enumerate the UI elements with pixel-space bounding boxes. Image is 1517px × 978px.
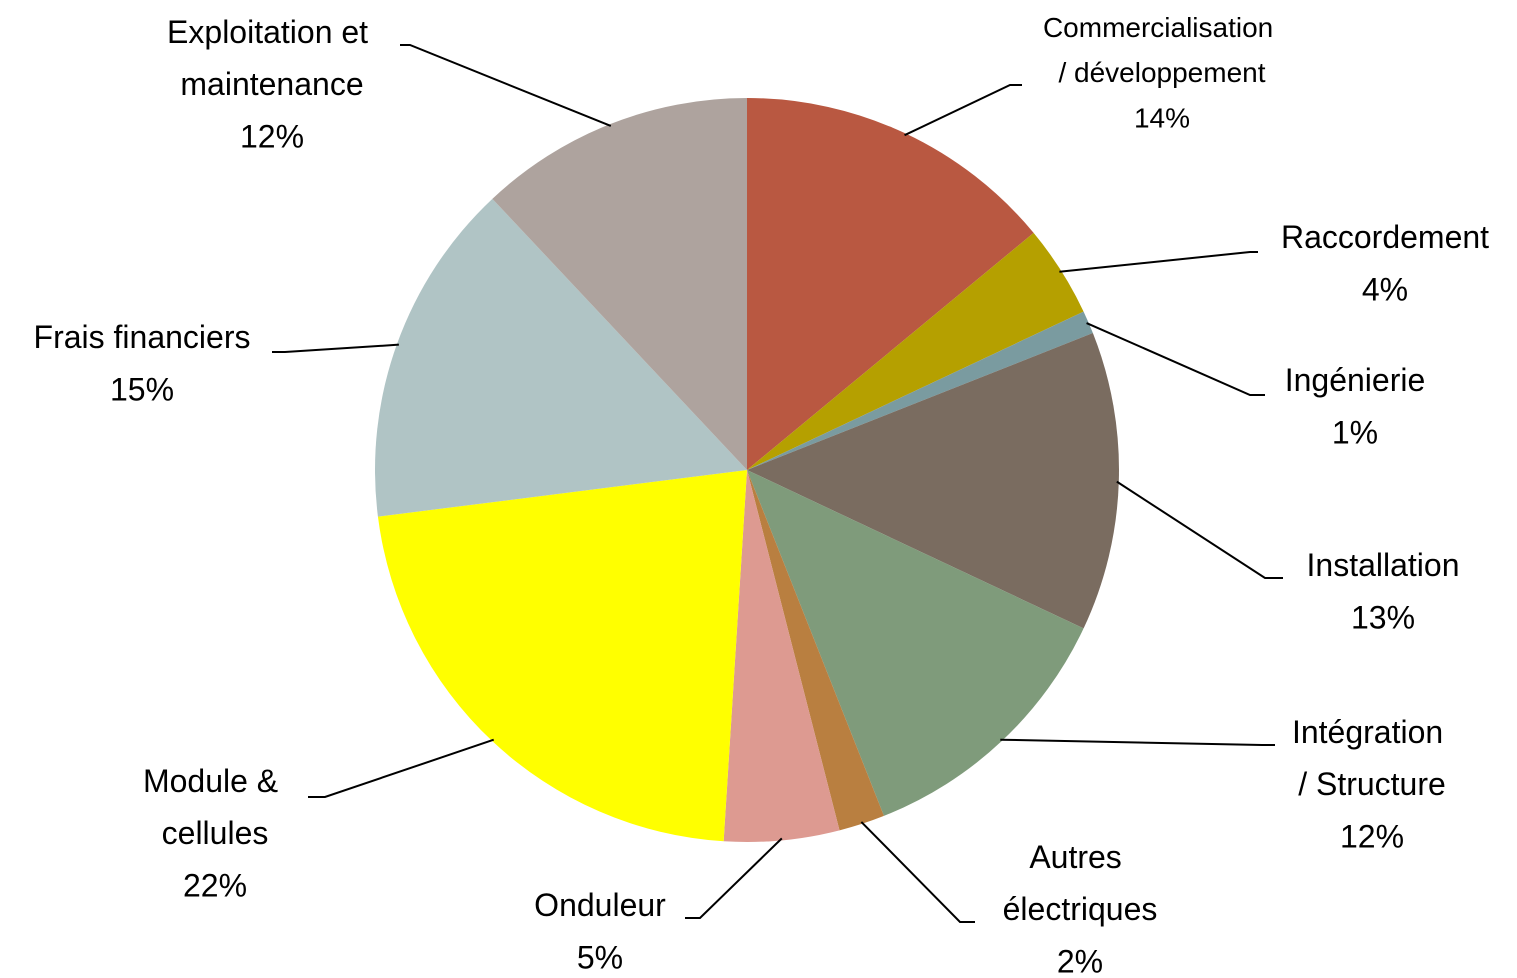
leader-line xyxy=(400,44,612,127)
value-label: 1% xyxy=(1332,414,1378,450)
pie-slice xyxy=(747,470,1084,816)
value-label: 13% xyxy=(1351,599,1415,635)
value-label: 2% xyxy=(1057,943,1103,978)
slice-label: Ingénierie xyxy=(1285,362,1426,398)
slice-label: Raccordement xyxy=(1281,219,1489,255)
value-label: 22% xyxy=(183,867,247,903)
value-label: 5% xyxy=(577,939,623,975)
pie-slice xyxy=(374,198,747,517)
leader-line xyxy=(860,821,975,923)
pie-slice xyxy=(377,470,747,842)
leader-line xyxy=(1116,480,1283,579)
value-label: 12% xyxy=(1340,818,1404,854)
slice-label: Intégration / Structure xyxy=(1292,714,1452,802)
value-label: 12% xyxy=(240,118,304,154)
leader-line xyxy=(685,837,783,919)
slice-label: Installation xyxy=(1307,547,1460,583)
pie-slice xyxy=(747,470,884,831)
slice-label: Exploitation et maintenance xyxy=(167,14,377,102)
pie-slice xyxy=(747,232,1084,470)
leader-line xyxy=(1086,322,1265,396)
pie-slice xyxy=(723,470,840,842)
pie-slice xyxy=(747,333,1119,629)
pie-slice xyxy=(747,311,1093,470)
leader-line xyxy=(272,343,399,353)
slice-label: Onduleur xyxy=(534,887,666,923)
slice-label: Module & cellules xyxy=(143,763,287,851)
leader-line xyxy=(904,84,1022,137)
slice-label: Autres électriques xyxy=(1003,839,1158,927)
pie-slice xyxy=(747,98,1034,470)
value-label: 4% xyxy=(1362,271,1408,307)
value-label: 15% xyxy=(110,371,174,407)
pie-slice xyxy=(492,98,747,470)
leader-line xyxy=(1059,251,1258,273)
leader-line xyxy=(308,738,495,798)
slice-label: Frais financiers xyxy=(34,319,251,355)
value-label: 14% xyxy=(1134,102,1190,133)
leader-line xyxy=(1000,738,1275,746)
slice-label: Commercialisation / développement xyxy=(1043,12,1281,88)
